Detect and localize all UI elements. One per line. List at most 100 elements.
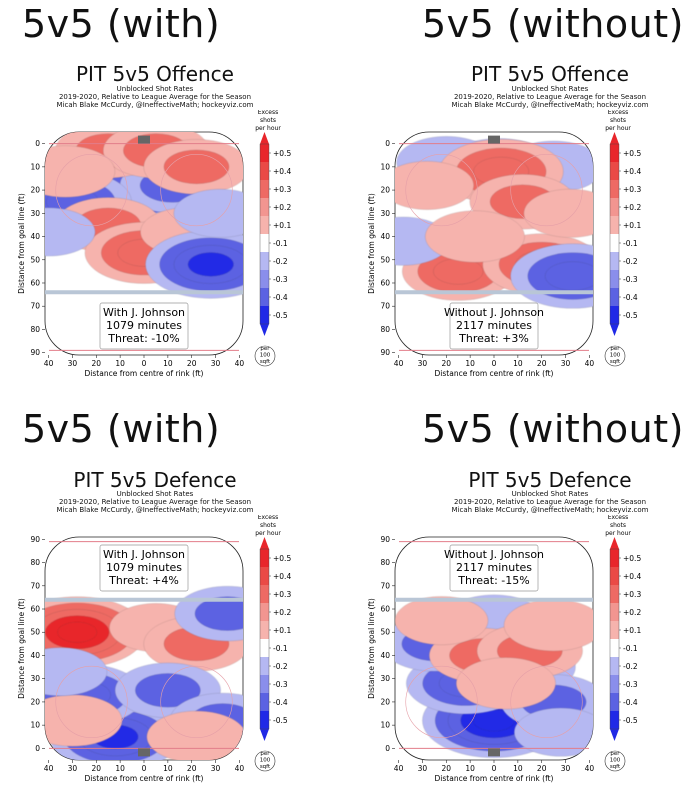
info-box-frame [449, 544, 539, 592]
faceoff-circle [55, 153, 128, 227]
heat-contour [57, 621, 97, 643]
info-line: Threat: +3% [458, 332, 529, 345]
x-axis-label: Distance from centre of rink (ft) [435, 774, 554, 783]
unit-label: 100 [610, 353, 621, 359]
faceoff-circle [55, 665, 128, 739]
y-tick-label: 80 [30, 558, 40, 567]
y-axis-label: Distance from goal line (ft) [17, 193, 26, 294]
chart-title: PIT 5v5 Offence [76, 62, 234, 86]
x-tick-label: 20 [537, 359, 547, 368]
colorbar-band [260, 216, 269, 234]
x-tick-label: 10 [115, 359, 125, 368]
x-tick-label: 10 [163, 764, 173, 773]
chart-subtitle-2: 2019-2020, Relative to League Average fo… [58, 498, 252, 506]
colorbar-label: -0.2 [273, 257, 288, 266]
heat-contour [523, 189, 593, 238]
info-line: With J. Johnson [103, 306, 185, 319]
y-tick-label: 40 [30, 651, 40, 660]
info-line: Without J. Johnson [444, 548, 544, 561]
unit-badge [254, 345, 276, 367]
info-box-frame [449, 302, 539, 350]
x-tick-label: 40 [235, 764, 245, 773]
rink-heatmap-chart: 40 30 20 10 0 10 20 30 400102030405060708090Dist… [17, 110, 291, 378]
heat-contour [395, 596, 489, 645]
colorbar-title: per hour [605, 530, 631, 537]
x-tick-label: 30 [68, 764, 78, 773]
y-tick-label: 10 [380, 721, 390, 730]
colorbar-label: -0.5 [273, 311, 288, 320]
x-tick-label: 30 [211, 764, 221, 773]
x-tick-label: 20 [92, 764, 102, 773]
y-tick-label: 50 [380, 628, 390, 637]
x-tick-label: 20 [92, 359, 102, 368]
faceoff-circle [405, 665, 478, 739]
x-tick-label: 40 [235, 359, 245, 368]
unit-badge [254, 750, 276, 772]
y-tick-label: 70 [380, 581, 390, 590]
chart-title: PIT 5v5 Defence [73, 468, 237, 492]
colorbar-band [610, 162, 619, 180]
heat-contour [45, 145, 116, 198]
x-tick-label: 10 [513, 764, 523, 773]
colorbar-label: -0.3 [273, 680, 288, 689]
info-line: 1079 minutes [106, 319, 182, 332]
info-line: Threat: -10% [107, 332, 179, 345]
heat-contour [146, 710, 243, 760]
colorbar-label: +0.5 [273, 554, 291, 563]
colorbar-band [260, 270, 269, 288]
y-tick-label: 70 [380, 302, 390, 311]
colorbar-band [610, 306, 619, 324]
x-tick-label: 40 [44, 764, 54, 773]
colorbar-band [260, 639, 269, 657]
y-tick-label: 50 [30, 255, 40, 264]
colorbar-top-arrow [260, 132, 269, 144]
info-line: With J. Johnson [103, 548, 185, 561]
panel-heading: 5v5 (with) [22, 2, 221, 46]
y-axis-label: Distance from goal line (ft) [17, 598, 26, 699]
info-line: Threat: +4% [108, 574, 179, 587]
colorbar-label: +0.1 [623, 626, 641, 635]
colorbar-band [610, 234, 619, 252]
heat-contour [544, 261, 593, 291]
heat-contour [514, 707, 593, 757]
x-tick-label: 10 [163, 359, 173, 368]
panel-offence-with: 5v5 (with) PIT 5v5 Offence Unblocked Sho… [0, 0, 350, 397]
x-tick-label: 0 [142, 764, 147, 773]
y-tick-label: 30 [30, 209, 40, 218]
y-tick-label: 80 [380, 325, 390, 334]
colorbar-label: +0.3 [623, 185, 641, 194]
y-tick-label: 20 [380, 697, 390, 706]
colorbar-band [610, 216, 619, 234]
y-tick-label: 10 [30, 162, 40, 171]
colorbar-title: shots [610, 117, 626, 124]
rink-heatmap-chart: 40 30 20 10 0 10 20 30 400102030405060708090Dist… [367, 515, 641, 783]
chart-subtitle-3: Micah Blake McCurdy, @IneffectiveMath; h… [56, 506, 254, 514]
y-tick-label: 90 [30, 348, 40, 357]
y-tick-label: 0 [35, 139, 40, 148]
x-tick-label: 10 [465, 359, 475, 368]
x-tick-label: 30 [561, 764, 571, 773]
unit-label: sqft [260, 764, 271, 770]
x-tick-label: 20 [187, 764, 197, 773]
colorbar-label: +0.3 [623, 590, 641, 599]
chart-title: PIT 5v5 Offence [471, 62, 629, 86]
colorbar-band [260, 252, 269, 270]
colorbar-band [260, 621, 269, 639]
chart-subtitle-1: Unblocked Shot Rates [116, 490, 194, 498]
colorbar-band [260, 144, 269, 162]
colorbar-band [610, 288, 619, 306]
x-tick-label: 30 [418, 359, 428, 368]
colorbar-band [610, 711, 619, 729]
y-axis-label: Distance from goal line (ft) [367, 598, 376, 699]
x-tick-label: 10 [115, 764, 125, 773]
axes: 40 30 20 10 0 10 20 30 40 0 10 20 30 40 50 60 70 80 90 [380, 139, 594, 368]
rink-heatmap-chart: 40 30 20 10 0 10 20 30 400102030405060708090Dist… [17, 515, 291, 783]
colorbar-title: shots [260, 117, 276, 124]
colorbar-bottom-arrow [260, 324, 269, 336]
colorbar-band [260, 711, 269, 729]
